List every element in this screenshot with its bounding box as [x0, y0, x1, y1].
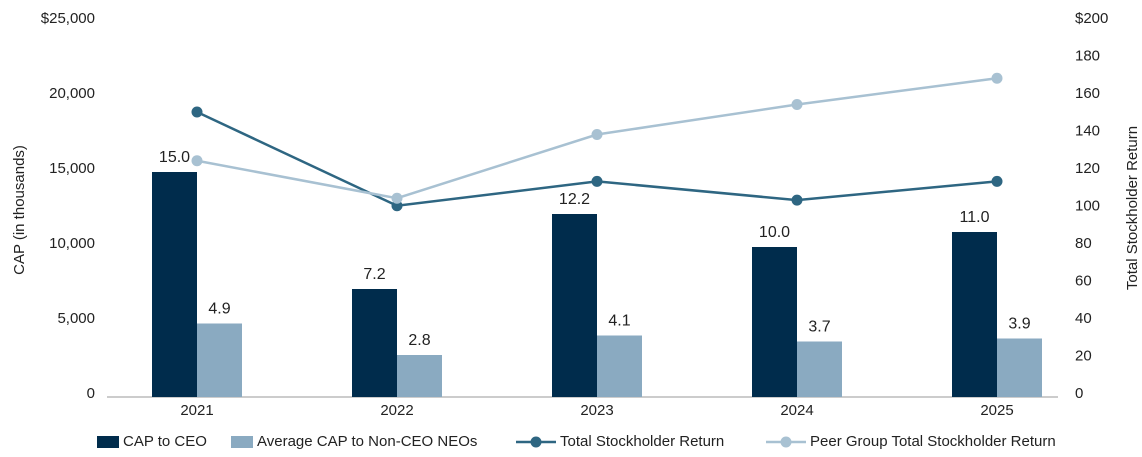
x-tick-label: 2023 — [580, 402, 613, 419]
y2ticks-label: 80 — [1075, 235, 1092, 252]
point — [191, 106, 203, 118]
y2ticks-label: 60 — [1075, 272, 1092, 289]
value-label: 10.0 — [759, 224, 790, 241]
legend-label: Total Stockholder Return — [560, 433, 724, 450]
yticks-label: 0 — [87, 385, 95, 402]
yticks-label: 20,000 — [49, 85, 95, 102]
x-tick-label: 2022 — [380, 402, 413, 419]
point — [791, 194, 803, 206]
point — [991, 175, 1003, 187]
point — [591, 175, 603, 187]
bar — [797, 341, 842, 397]
legend-marker — [530, 436, 542, 448]
point — [191, 155, 203, 167]
y2ticks-label: 160 — [1075, 85, 1100, 102]
bar — [597, 335, 642, 397]
y2-axis-label: Total Stockholder Return — [1124, 126, 1141, 290]
point — [991, 72, 1003, 84]
yticks-label: 15,000 — [49, 160, 95, 177]
x-tick-label: 2021 — [180, 402, 213, 419]
point — [791, 99, 803, 110]
bar — [397, 355, 442, 397]
yticks-label: 10,000 — [49, 235, 95, 252]
bar — [197, 323, 242, 397]
value-label: 2.8 — [408, 332, 430, 349]
y2ticks-label: 0 — [1075, 385, 1083, 402]
value-label: 3.7 — [808, 319, 830, 336]
x-tick-label: 2025 — [980, 402, 1013, 419]
y2ticks-label: 180 — [1075, 47, 1100, 64]
y2ticks-label: 100 — [1075, 197, 1100, 214]
legend-label: Peer Group Total Stockholder Return — [810, 433, 1056, 450]
y2ticks-label: $200 — [1075, 10, 1108, 27]
bar — [352, 289, 397, 397]
y2ticks-label: 140 — [1075, 122, 1100, 139]
line — [196, 110, 998, 208]
x-tick-label: 2024 — [780, 402, 813, 419]
point — [591, 129, 603, 140]
value-label: 7.2 — [363, 266, 385, 283]
yticks-label: 5,000 — [57, 310, 95, 327]
legend-swatch — [97, 436, 119, 448]
value-label: 3.9 — [1008, 316, 1030, 333]
legend-swatch — [231, 436, 253, 448]
legend-label: Average CAP to Non-CEO NEOs — [257, 433, 477, 450]
legend-marker — [780, 436, 792, 448]
y2ticks-label: 40 — [1075, 310, 1092, 327]
bar — [997, 338, 1042, 397]
bar — [752, 247, 797, 397]
y2ticks-label: 20 — [1075, 347, 1092, 364]
y-axis-label: CAP (in thousands) — [11, 145, 28, 275]
value-label: 4.9 — [208, 301, 230, 318]
bar — [952, 232, 997, 397]
value-label: 12.2 — [559, 191, 590, 208]
point — [391, 192, 403, 204]
bar — [152, 172, 197, 397]
value-label: 11.0 — [960, 209, 990, 226]
legend-label: CAP to CEO — [123, 433, 207, 450]
yticks-label: $25,000 — [41, 10, 95, 27]
value-label: 15.0 — [159, 149, 190, 166]
y2ticks-label: 120 — [1075, 160, 1100, 177]
bar — [552, 214, 597, 397]
value-label: 4.1 — [608, 313, 630, 330]
